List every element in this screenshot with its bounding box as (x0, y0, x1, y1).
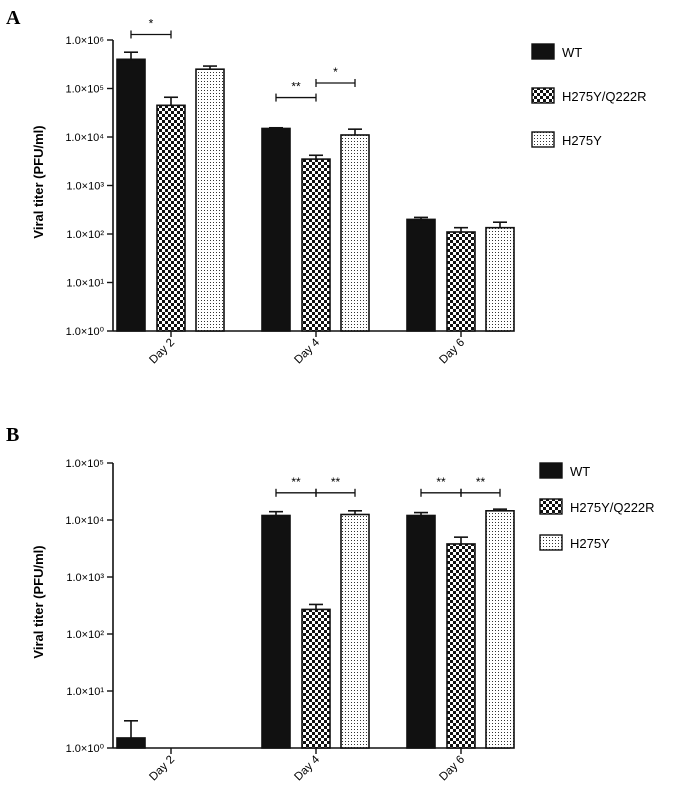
bar (116, 58, 146, 332)
x-tick-label: Day 4 (292, 753, 322, 783)
legend-label: H275Y (570, 536, 610, 551)
bar (340, 513, 370, 749)
significance-label: ** (291, 80, 301, 94)
bar (406, 514, 436, 749)
legend-label: WT (570, 464, 590, 479)
significance-label: ** (476, 475, 486, 489)
bar (261, 127, 291, 332)
x-tick-label: Day 2 (147, 754, 177, 784)
y-tick-label: 1.0×10³ (66, 181, 104, 193)
y-tick-label: 1.0×10² (66, 229, 104, 241)
y-tick-label: 1.0×10⁴ (65, 515, 104, 527)
legend-label: H275Y/Q222R (562, 89, 647, 104)
legend-swatch (531, 87, 555, 104)
bar (446, 231, 476, 332)
x-tick-label: Day 6 (437, 754, 467, 784)
significance-label: ** (436, 475, 446, 489)
panel-letter-b: B (6, 424, 19, 446)
plot-area-b: 1.0×10⁰ 1.0×10¹ 1.0×10² 1.0×10³ 1.0×10⁴ 1.0×1… (65, 458, 654, 783)
legend-swatch (531, 43, 555, 60)
bar (301, 158, 331, 332)
legend-swatch (539, 498, 563, 515)
legend-label: WT (562, 45, 582, 60)
significance-label: * (333, 65, 338, 79)
legend-swatch (539, 462, 563, 479)
legend-label: H275Y (562, 133, 602, 148)
x-tick-label: Day 6 (437, 337, 467, 367)
panel-b: B Viral titer (PFU/ml) 1.0×10⁰1.0×10¹1.0… (6, 424, 655, 783)
y-tick-label: 1.0×10⁴ (65, 132, 104, 144)
legend-swatch (531, 131, 555, 148)
panel-letter-a: A (6, 7, 21, 29)
y-tick-label: 1.0×10² (66, 629, 104, 641)
bar (446, 543, 476, 749)
x-tick-label: Day 2 (147, 337, 177, 367)
significance-label: ** (291, 475, 301, 489)
legend-swatch (539, 534, 563, 551)
significance-label: ** (331, 475, 341, 489)
y-tick-label: 1.0×10⁰ (66, 326, 105, 338)
bar (485, 226, 515, 332)
y-tick-label: 1.0×10³ (66, 572, 104, 584)
bar (156, 104, 186, 332)
y-tick-label: 1.0×10¹ (66, 686, 104, 698)
bar (301, 608, 331, 749)
bar (340, 134, 370, 332)
bar (261, 514, 291, 749)
x-tick-label: Day 4 (292, 336, 322, 366)
panel-a: A Viral titer (PFU/ml) 1.0×10⁰1.0×10¹1.0… (6, 7, 647, 366)
bar (485, 510, 515, 749)
bar (116, 737, 146, 749)
significance-label: * (149, 16, 154, 30)
plot-area-a: 1.0×10⁰ 1.0×10¹ 1.0×10² 1.0×10³ 1.0×10⁴ 1.0×1… (65, 16, 646, 366)
y-tick-label: 1.0×10⁵ (65, 458, 104, 470)
y-tick-label: 1.0×10⁰ (66, 743, 105, 755)
y-axis-label-b: Viral titer (PFU/ml) (31, 545, 46, 658)
y-tick-label: 1.0×10⁶ (66, 35, 104, 47)
bar (406, 218, 436, 332)
y-tick-label: 1.0×10¹ (66, 278, 104, 290)
legend-label: H275Y/Q222R (570, 500, 655, 515)
y-axis-label-a: Viral titer (PFU/ml) (31, 125, 46, 238)
bar (195, 68, 225, 332)
y-tick-label: 1.0×10⁵ (65, 84, 104, 96)
